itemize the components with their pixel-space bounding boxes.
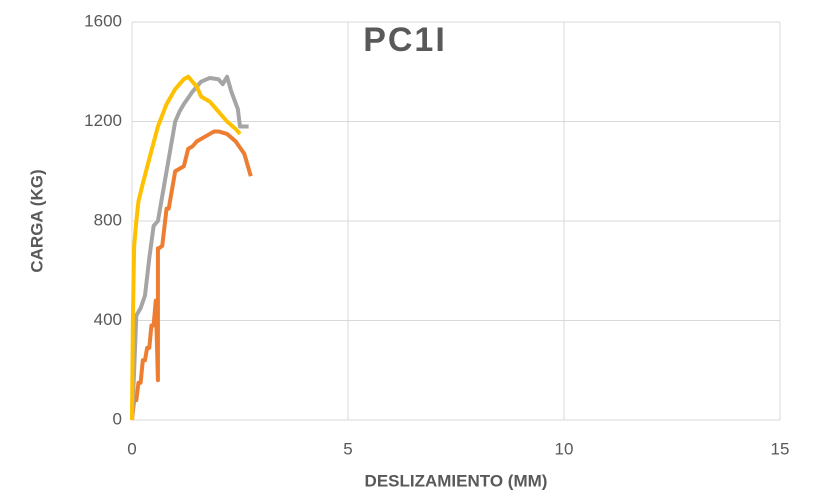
line-series (130, 129, 253, 421)
x-tick-label: 10 (555, 439, 574, 458)
chart-title: PC1I (363, 21, 447, 59)
line-series (130, 74, 249, 421)
x-tick-label: 15 (771, 439, 790, 458)
x-axis-title: DESLIZAMIENTO (MM) (365, 471, 548, 490)
y-tick-label: 400 (94, 310, 122, 329)
y-tick-label: 1200 (84, 111, 122, 130)
x-tick-label: 5 (343, 439, 352, 458)
y-tick-label: 0 (113, 409, 122, 428)
y-tick-label: 1600 (84, 11, 122, 30)
y-axis-title: CARGA (KG) (27, 169, 46, 272)
line-series (130, 74, 242, 421)
x-tick-label: 0 (127, 439, 136, 458)
y-tick-label: 800 (94, 210, 122, 229)
